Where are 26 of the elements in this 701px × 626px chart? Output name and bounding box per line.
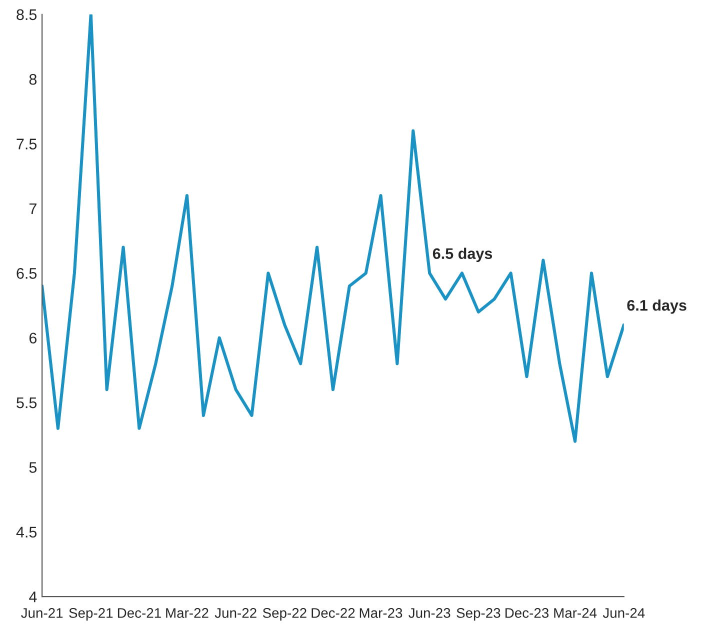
x-tick-label: Sep-23: [456, 608, 500, 621]
annotation: 6.5 days: [432, 248, 492, 262]
x-tick-label: Jun-22: [214, 608, 256, 618]
line-series: [42, 14, 624, 443]
x-tick-label: Jun-23: [408, 608, 450, 618]
x-tick-label: Mar-24: [554, 608, 597, 618]
y-tick-label: 5.5: [16, 398, 37, 408]
x-tick-label: Mar-22: [166, 608, 208, 618]
x-tick-label: Dec-23: [505, 608, 549, 618]
y-tick-label: 6: [29, 332, 37, 344]
y-tick-label: 7.5: [16, 138, 37, 150]
annotation: 6.1 days: [627, 300, 686, 314]
x-tick-label: Dec-22: [312, 608, 355, 618]
x-tick-label: Sep-21: [69, 608, 113, 621]
x-tick-label: Jun-21: [21, 608, 63, 618]
y-tick-label: 7: [29, 203, 36, 214]
y-tick-label: 4: [29, 592, 37, 602]
x-tick-label: Dec-21: [118, 608, 161, 618]
y-tick-label: 4.5: [16, 526, 37, 538]
x-tick-label: Sep-22: [262, 608, 306, 621]
x-tick-label: Jun-24: [602, 608, 645, 618]
x-tick-label: Mar-23: [360, 608, 402, 618]
y-tick-label: 5: [29, 462, 37, 473]
y-tick-label: 8.5: [16, 9, 37, 20]
y-tick-label: 8: [29, 74, 37, 85]
y-tick-label: 6.5: [16, 268, 37, 279]
